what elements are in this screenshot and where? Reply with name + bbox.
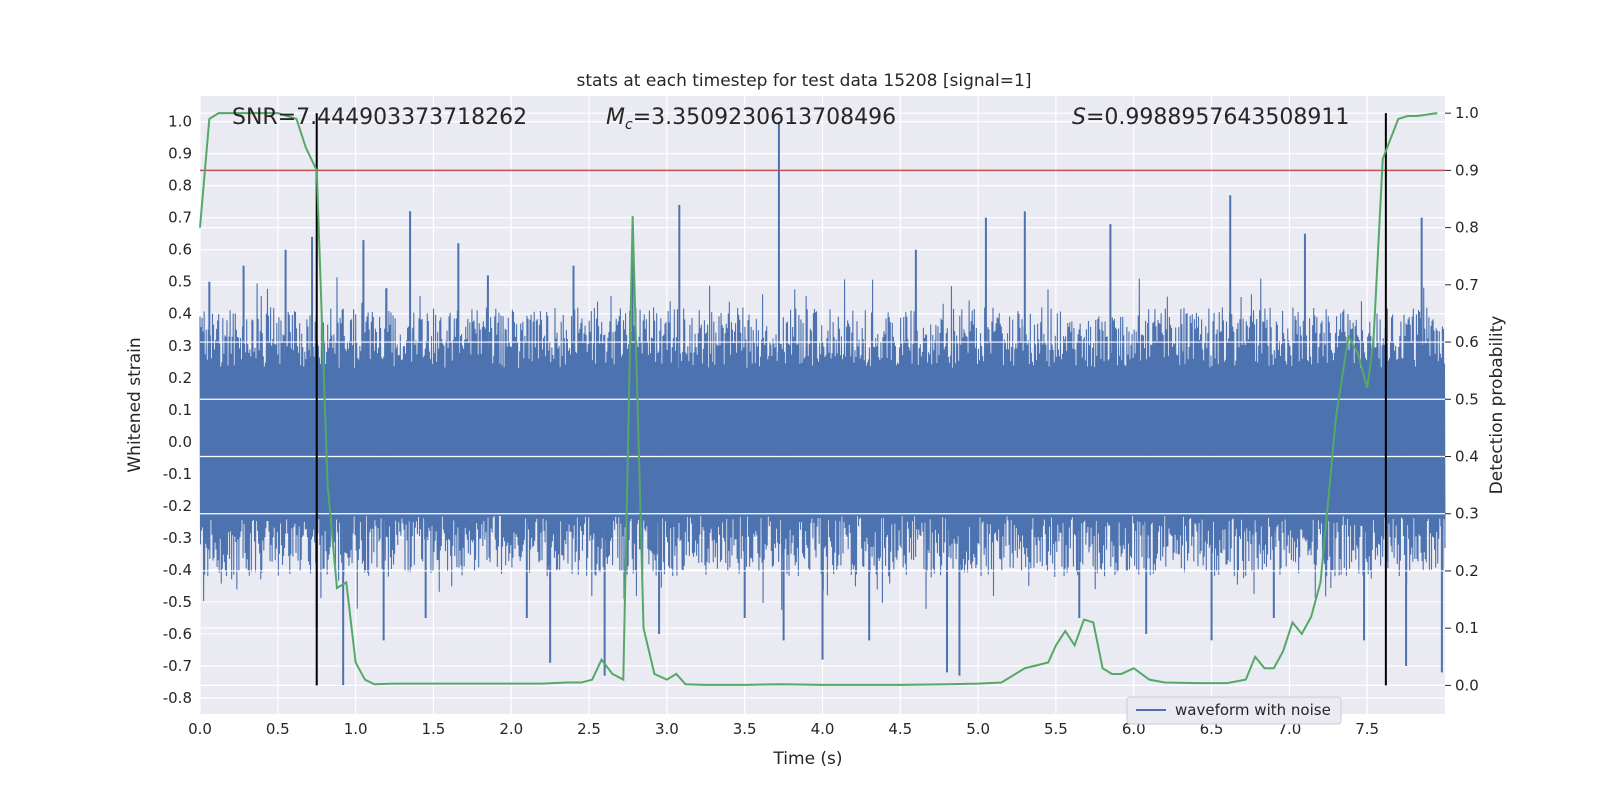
overlay-lines [200,113,1445,686]
legend-box [1126,696,1342,725]
y-tick-label: 0.5 [168,273,192,291]
probability-series [199,112,1438,686]
x-tick-label: 5.5 [1044,720,1068,738]
chirp-mass-annotation: Mc=3.3509230613708496 [606,105,896,133]
y-tick-label: -0.2 [163,497,192,515]
x-tick-label: 3.0 [655,720,679,738]
y-right-axis-ticks: 0.0 0.1 0.2 0.3 0.4 0.5 0.6 0.7 0.8 0.9 1.0 [1445,104,1479,694]
y-right-tick-label: 0.0 [1455,676,1479,694]
y-right-tick-label: 0.1 [1455,619,1479,637]
x-tick-label: 7.5 [1355,720,1379,738]
x-tick-label: 2.5 [577,720,601,738]
legend: waveform with noise [1126,696,1342,725]
y-tick-label: -0.4 [163,561,192,579]
y-axis-ticks: -0.8 -0.7 -0.6 -0.5 -0.4 -0.3 -0.2 -0.1 0.0 0.1 0.… [163,113,192,707]
y-right-tick-label: 0.3 [1455,505,1479,523]
x-tick-label: 1.0 [344,720,368,738]
x-tick-label: 5.0 [966,720,990,738]
x-tick-label: 3.5 [733,720,757,738]
x-tick-label: 0.0 [188,720,212,738]
s-value: =0.9988957643508911 [1086,105,1349,130]
y-right-tick-label: 0.4 [1455,448,1479,466]
y-tick-label: -0.5 [163,593,192,611]
y-tick-label: 0.3 [168,337,192,355]
x-tick-label: 1.5 [422,720,446,738]
x-tick-label: 4.5 [888,720,912,738]
y-tick-label: 0.1 [168,401,192,419]
y-tick-label: -0.3 [163,529,192,547]
y-right-axis-label: Detection probability [1487,316,1507,495]
snr-annotation: SNR=7.444903373718262 [232,105,527,130]
legend-entry-waveform: waveform with noise [1175,701,1331,719]
x-tick-label: 2.0 [499,720,523,738]
x-axis-label: Time (s) [772,749,842,769]
y-tick-label: 0.7 [168,209,192,227]
probability-line [199,112,1438,686]
y-tick-label: 0.8 [168,177,192,195]
y-tick-label: 0.6 [168,241,192,259]
waveform-series [199,121,1446,686]
y-right-tick-label: 0.2 [1455,562,1479,580]
y-right-tick-label: 0.8 [1455,219,1479,237]
x-tick-label: 0.5 [266,720,290,738]
s-symbol: S [1072,105,1086,130]
chart-title: stats at each timestep for test data 152… [577,71,1032,91]
mc-subscript: c [625,117,633,133]
y-tick-label: 0.4 [168,305,192,323]
y-tick-label: -0.6 [163,625,192,643]
y-tick-label: -0.8 [163,689,192,707]
y-right-tick-label: 1.0 [1455,104,1479,122]
y-tick-label: 0.9 [168,145,192,163]
y-tick-label: 1.0 [168,113,192,131]
y-tick-label: -0.1 [163,465,192,483]
mc-value: =3.3509230613708496 [633,105,896,130]
y-right-tick-label: 0.6 [1455,333,1479,351]
y-axis-label: Whitened strain [125,337,145,472]
y-right-tick-label: 0.7 [1455,276,1479,294]
x-axis-ticks: 0.0 0.5 1.0 1.5 2.0 2.5 3.0 3.5 4.0 4.5 5.0 5.5 6.0 6… [188,720,1379,738]
y-right-tick-label: 0.9 [1455,161,1479,179]
x-tick-label: 4.0 [811,720,835,738]
y-tick-label: 0.0 [168,433,192,451]
y-tick-label: -0.7 [163,657,192,675]
y-right-tick-label: 0.5 [1455,390,1479,408]
mc-symbol: M [606,105,625,130]
y-tick-label: 0.2 [168,369,192,387]
snr-score-annotation: S=0.9988957643508911 [1072,105,1349,130]
